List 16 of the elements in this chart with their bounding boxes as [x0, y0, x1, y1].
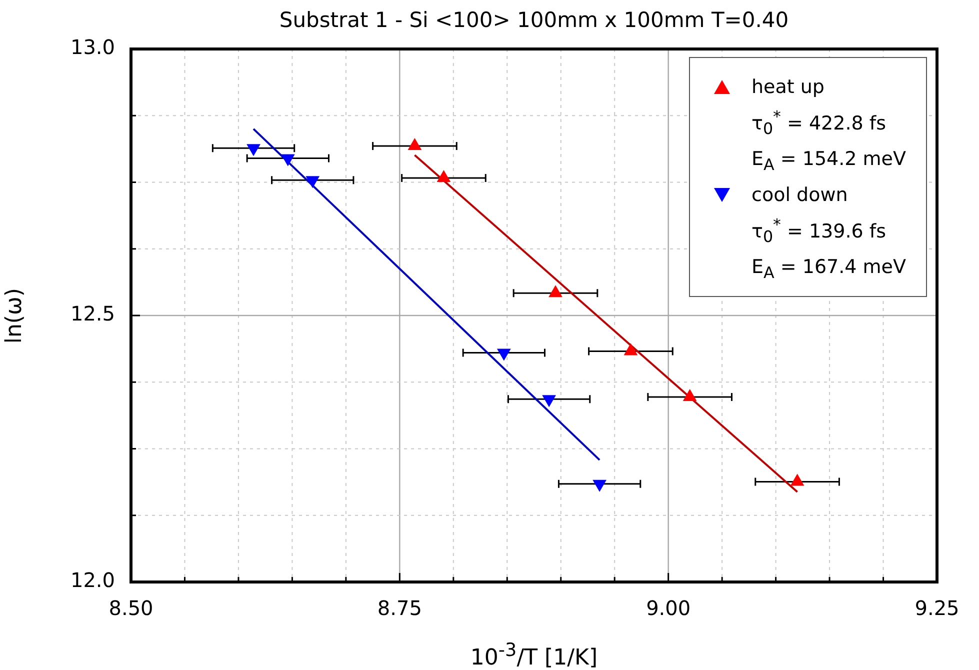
annotation: τ$_{0}$$^{*}$ = 422.8 fs — [750, 106, 887, 140]
annotation: E$_{A}$ = 167.4 meV — [750, 255, 906, 284]
x-tick-label: 8.75 — [377, 596, 422, 620]
y-axis-title: ln(ω) — [2, 288, 27, 344]
chart-title: Substrat 1 - Si <100> 100mm x 100mm T=0.40 — [278, 8, 790, 32]
y-tick-label: 12.0 — [70, 568, 115, 592]
y-tick-label: 13.0 — [70, 35, 115, 60]
x-tick-label: 9.00 — [646, 596, 691, 620]
x-axis-title: 10$^{-3}$/T [1/K] — [469, 640, 599, 670]
x-tick-label: 8.50 — [108, 596, 154, 620]
legend-label: heat up — [752, 75, 824, 100]
annotation: E$_{A}$ = 154.2 meV — [750, 147, 906, 176]
legend-label: cool down — [752, 182, 848, 208]
annotation: τ$_{0}$$^{*}$ = 139.6 fs — [750, 214, 887, 248]
x-tick-label: 9.25 — [914, 596, 960, 620]
y-tick-label: 12.5 — [70, 302, 115, 326]
